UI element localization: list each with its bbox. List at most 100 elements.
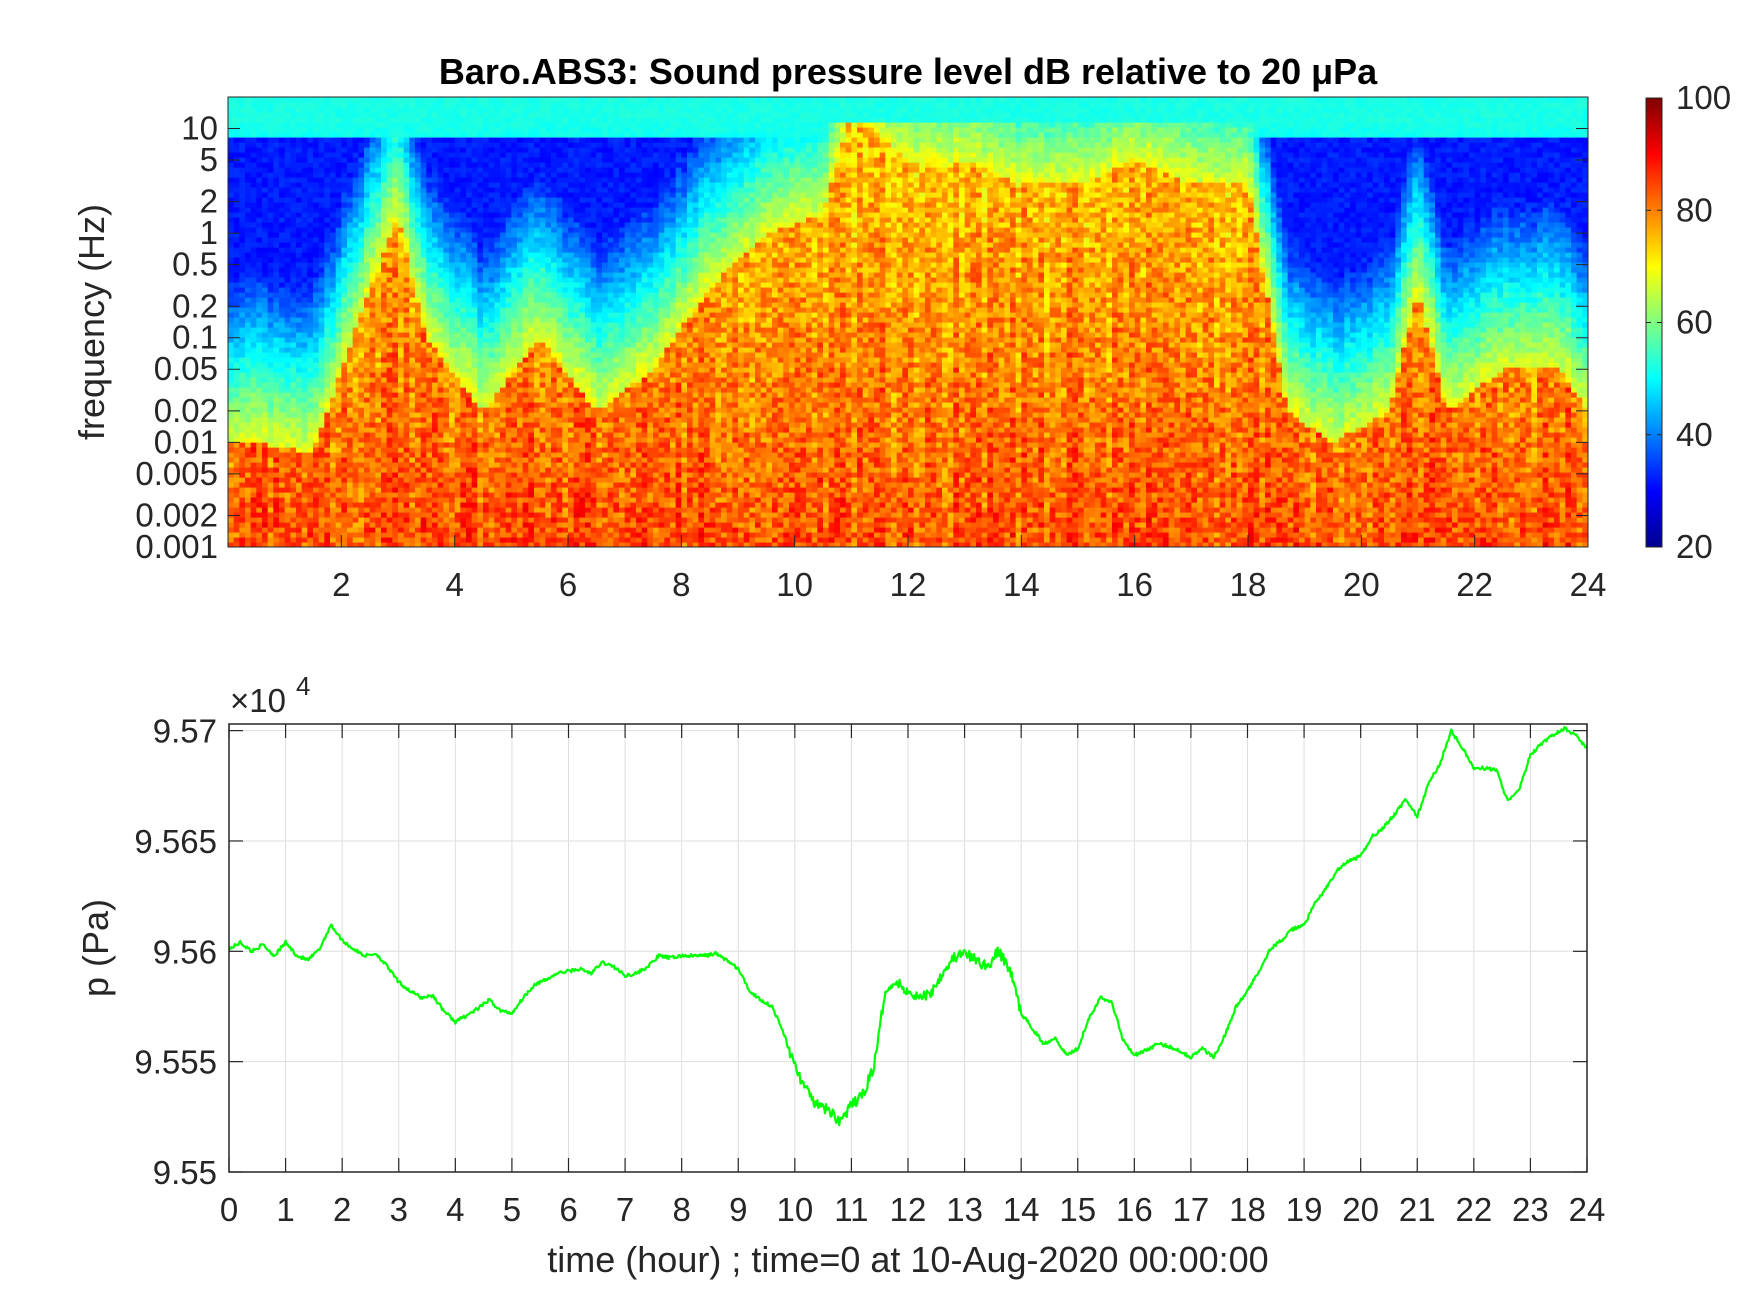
- heatmap-cell: [426, 447, 433, 453]
- heatmap-cell: [296, 517, 303, 523]
- heatmap-cell: [415, 467, 422, 473]
- heatmap-cell: [296, 492, 303, 498]
- heatmap-cell: [330, 217, 337, 223]
- heatmap-cell: [273, 407, 280, 413]
- heatmap-cell: [522, 187, 529, 193]
- heatmap-cell: [273, 492, 280, 498]
- heatmap-cell: [228, 382, 235, 388]
- heatmap-cell: [318, 422, 325, 428]
- heatmap-cell: [262, 227, 269, 233]
- heatmap-cell: [245, 127, 252, 133]
- heatmap-cell: [233, 422, 240, 428]
- heatmap-cell: [369, 262, 376, 268]
- heatmap-cell: [500, 117, 507, 123]
- heatmap-cell: [369, 482, 376, 488]
- heatmap-cell: [307, 227, 314, 233]
- heatmap-cell: [386, 212, 393, 218]
- heatmap-cell: [386, 282, 393, 288]
- heatmap-cell: [239, 322, 246, 328]
- heatmap-cell: [239, 407, 246, 413]
- heatmap-cell: [284, 142, 291, 148]
- heatmap-cell: [256, 232, 263, 238]
- heatmap-cell: [250, 502, 257, 508]
- heatmap-cell: [307, 462, 314, 468]
- heatmap-cell: [511, 192, 518, 198]
- heatmap-cell: [443, 232, 450, 238]
- heatmap-cell: [245, 202, 252, 208]
- heatmap-cell: [307, 472, 314, 478]
- heatmap-cell: [279, 292, 286, 298]
- heatmap-cell: [341, 302, 348, 308]
- heatmap-cell: [386, 392, 393, 398]
- heatmap-cell: [432, 477, 439, 483]
- heatmap-cell: [335, 467, 342, 473]
- heatmap-cell: [324, 427, 331, 433]
- heatmap-cell: [284, 287, 291, 293]
- heatmap-cell: [477, 467, 484, 473]
- heatmap-cell: [330, 432, 337, 438]
- heatmap-cell: [341, 117, 348, 123]
- heatmap-cell: [454, 297, 461, 303]
- heatmap-cell: [284, 167, 291, 173]
- heatmap-cell: [403, 97, 410, 103]
- heatmap-cell: [256, 327, 263, 333]
- heatmap-cell: [239, 447, 246, 453]
- heatmap-cell: [517, 422, 524, 428]
- heatmap-cell: [347, 242, 354, 248]
- heatmap-cell: [443, 492, 450, 498]
- heatmap-cell: [301, 157, 308, 163]
- heatmap-cell: [505, 157, 512, 163]
- heatmap-cell: [460, 427, 467, 433]
- heatmap-cell: [301, 132, 308, 138]
- heatmap-cell: [369, 197, 376, 203]
- heatmap-cell: [296, 377, 303, 383]
- heatmap-cell: [415, 257, 422, 263]
- heatmap-cell: [262, 277, 269, 283]
- heatmap-cell: [296, 382, 303, 388]
- heatmap-cell: [471, 232, 478, 238]
- heatmap-cell: [290, 102, 297, 108]
- heatmap-cell: [415, 372, 422, 378]
- heatmap-cell: [500, 257, 507, 263]
- heatmap-cell: [528, 327, 535, 333]
- heatmap-cell: [330, 127, 337, 133]
- heatmap-cell: [500, 437, 507, 443]
- heatmap-cell: [228, 467, 235, 473]
- heatmap-cell: [307, 187, 314, 193]
- heatmap-cell: [324, 147, 331, 153]
- heatmap-cell: [471, 542, 478, 547]
- heatmap-cell: [313, 217, 320, 223]
- heatmap-cell: [437, 327, 444, 333]
- heatmap-cell: [245, 352, 252, 358]
- heatmap-cell: [494, 442, 501, 448]
- heatmap-cell: [296, 122, 303, 128]
- heatmap-cell: [341, 122, 348, 128]
- heatmap-cell: [403, 227, 410, 233]
- heatmap-cell: [239, 117, 246, 123]
- heatmap-cell: [347, 432, 354, 438]
- heatmap-cell: [494, 217, 501, 223]
- heatmap-cell: [256, 217, 263, 223]
- heatmap-cell: [296, 457, 303, 463]
- heatmap-cell: [505, 287, 512, 293]
- heatmap-cell: [341, 347, 348, 353]
- heatmap-cell: [477, 167, 484, 173]
- heatmap-cell: [443, 427, 450, 433]
- heatmap-cell: [432, 472, 439, 478]
- heatmap-cell: [290, 487, 297, 493]
- heatmap-cell: [522, 302, 529, 308]
- heatmap-cell: [267, 192, 274, 198]
- heatmap-cell: [483, 447, 490, 453]
- heatmap-cell: [369, 127, 376, 133]
- heatmap-cell: [483, 212, 490, 218]
- heatmap-cell: [381, 252, 388, 258]
- heatmap-cell: [403, 537, 410, 543]
- heatmap-cell: [403, 132, 410, 138]
- heatmap-cell: [454, 542, 461, 547]
- heatmap-cell: [324, 532, 331, 538]
- heatmap-cell: [437, 452, 444, 458]
- heatmap-cell: [471, 447, 478, 453]
- heatmap-cell: [352, 222, 359, 228]
- heatmap-cell: [488, 372, 495, 378]
- heatmap-cell: [517, 307, 524, 313]
